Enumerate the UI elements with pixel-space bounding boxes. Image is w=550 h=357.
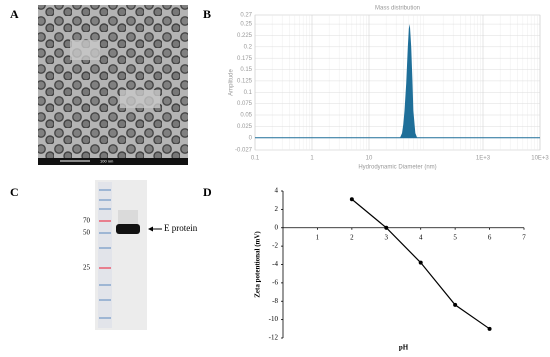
y-tick-label: 0.075 — [237, 101, 253, 107]
y-tick-label: -4 — [272, 260, 278, 268]
scale-bar-label: 100 nm — [100, 159, 114, 164]
point — [384, 225, 389, 230]
y-axis-label: Amplitude — [229, 69, 235, 96]
plot-area — [254, 14, 541, 151]
y-tick-label: -6 — [272, 278, 278, 286]
y-tick-label: 0.1 — [244, 90, 253, 96]
x-axis-label: pH — [399, 344, 409, 352]
y-tick-label: -0.027 — [235, 148, 253, 154]
point — [487, 326, 492, 331]
x-axis-label: Hydrodynamic Diameter (nm) — [358, 165, 436, 171]
panel-label: D — [203, 185, 212, 199]
point — [349, 197, 354, 202]
area — [396, 24, 418, 138]
tem-image: 100 nm — [38, 5, 188, 165]
y-tick-label: 0.175 — [237, 56, 253, 62]
y-tick-label: 0.2 — [244, 44, 253, 50]
y-tick-label: 0.25 — [240, 22, 252, 28]
x-tick-label: 0.1 — [251, 156, 260, 162]
x-tick-label: 1 — [310, 156, 314, 162]
y-tick-label: -12 — [269, 334, 279, 342]
marker-label: 70 — [83, 217, 91, 225]
panel-label: B — [203, 7, 211, 21]
y-tick-label: -8 — [272, 297, 278, 305]
x-tick-label: 5 — [453, 233, 457, 241]
y-tick-label: 0.05 — [240, 113, 252, 119]
x-tick-label: 2 — [350, 233, 354, 241]
point — [418, 260, 423, 265]
x-tick-label: 1 — [316, 233, 320, 241]
y-tick-label: 0.27 — [240, 13, 252, 19]
y-tick-label: 4 — [275, 187, 279, 195]
x-tick-label: 3 — [385, 233, 389, 241]
y-tick-label: 0.15 — [240, 67, 252, 73]
x-tick-label: 6 — [488, 233, 492, 241]
panel-label: C — [10, 185, 19, 199]
y-tick-label: 2 — [275, 205, 279, 213]
chart-title: Mass distribution — [375, 6, 420, 12]
panel-label: A — [10, 7, 19, 21]
marker-label: 25 — [83, 264, 91, 272]
gel-image: 70 50 25 E protein — [83, 180, 198, 330]
x-tick-label: 4 — [419, 233, 423, 241]
y-axis-label: Zeta potentional (mV) — [254, 231, 262, 298]
y-tick-label: 0.125 — [237, 78, 253, 84]
y-tick-label: -2 — [272, 242, 278, 250]
y-tick-label: 0.025 — [237, 124, 253, 130]
marker-label: 50 — [83, 229, 91, 237]
x-tick-label: 7 — [522, 233, 526, 241]
band-label: E protein — [164, 223, 198, 233]
y-tick-label: 0.225 — [237, 33, 253, 39]
y-tick-label: 0 — [275, 223, 279, 231]
x-tick-label: 10E+3 — [531, 156, 549, 162]
x-tick-label: 1E+3 — [476, 156, 491, 162]
point — [453, 302, 458, 307]
x-tick-label: 10 — [366, 156, 373, 162]
y-tick-label: 0 — [249, 135, 253, 141]
y-tick-label: -10 — [269, 315, 279, 323]
